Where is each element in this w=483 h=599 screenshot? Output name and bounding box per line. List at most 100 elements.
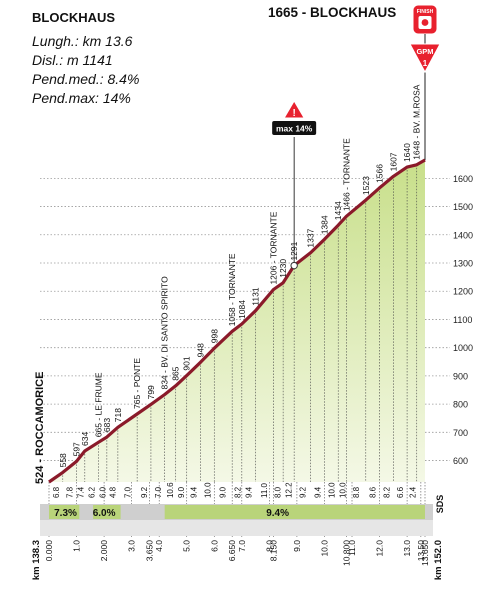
profile-area [49, 160, 425, 482]
profile-fill [49, 160, 425, 482]
y-tick-label: 1200 [453, 287, 473, 297]
km-tick-label: 13.50 [416, 540, 426, 562]
profile-label: 948 [196, 343, 206, 357]
segment-gradient: 9.0 [177, 486, 186, 498]
y-tick-label: 1000 [453, 343, 473, 353]
profile-label: 1337 [306, 228, 316, 247]
segment-gradient: 7.4 [77, 486, 86, 498]
segment-gradient: 9.2 [140, 486, 149, 498]
max-badge-label: max 14% [276, 124, 313, 134]
max-warning-glyph: ! [292, 108, 295, 119]
y-axis-labels: 600 700 800 900 1000 1100 1200 1300 1400 1500 1600 [453, 174, 473, 466]
profile-label: 998 [209, 329, 219, 343]
stat-average-gradient: Pend.med.: 8.4% [32, 71, 140, 87]
profile-label: 865 [171, 366, 181, 380]
segment-gradient: 2.4 [409, 486, 418, 498]
km-end-label: km 152.0 [433, 540, 444, 580]
segment-gradient: 8.2 [382, 486, 391, 498]
km-tick-label: 3.650 [145, 540, 155, 562]
profile-label: 1058 - TORNANTE [227, 253, 237, 326]
y-tick-label: 800 [453, 400, 468, 410]
km-tick-label: 7.0 [237, 540, 247, 552]
finish-badge-label: FINISH [417, 9, 434, 15]
segment-gradient: 10.0 [338, 482, 347, 498]
max-gradient-marker: ! max 14% [272, 100, 317, 270]
y-tick-label: 700 [453, 428, 468, 438]
gpm-badge: GPM 1 [409, 43, 441, 74]
sds-label: SDS [435, 495, 445, 514]
segment-gradient: 8.6 [369, 486, 378, 498]
profile-label: 834 - BV. DI SANTO SPIRITO [160, 276, 170, 390]
profile-label: 524 - ROCCAMORICE [34, 372, 46, 484]
segment-gradient: 11.0 [260, 482, 269, 498]
segment-gradient: 7.8 [66, 486, 75, 498]
finish-badge: FINISH [412, 4, 438, 35]
segment-gradient: 10.6 [166, 482, 175, 498]
summit-label: 1665 - BLOCKHAUS [268, 5, 397, 20]
km-tick-label: 1.0 [72, 540, 82, 552]
profile-label: 558 [58, 453, 68, 467]
profile-label: 1084 [237, 300, 247, 319]
segment-gradient: 7.0 [124, 486, 133, 498]
profile-label: 1466 - TORNANTE [341, 138, 351, 211]
segment-gradient: 12.2 [285, 482, 294, 498]
km-tick-label: 12.0 [375, 540, 385, 557]
segment-gradient: 8.0 [274, 486, 283, 498]
band-gradient-label: 7.3% [54, 508, 77, 519]
segment-gradient: 8.8 [352, 486, 361, 498]
km-tick-label: 3.0 [127, 540, 137, 552]
gpm-badge-label: GPM [416, 47, 433, 56]
segment-gradient: 7.0 [154, 486, 163, 498]
profile-label: 1131 [251, 287, 261, 306]
segment-gradient: 9.2 [298, 486, 307, 498]
segment-gradient: 10.0 [203, 482, 212, 498]
profile-label: 665 - LE FRUME [94, 372, 104, 437]
km-tick-label: 10.0 [319, 540, 329, 557]
segment-gradient: 9.4 [245, 486, 254, 498]
km-tick-label: 8.150 [268, 540, 278, 562]
y-tick-label: 1400 [453, 230, 473, 240]
band-gradient-label: 6.0% [93, 508, 116, 519]
profile-label: 799 [146, 385, 156, 399]
km-axis: 0.000 1.0 2.000 3.0 3.650 4.0 5.0 6.0 6.650 7.0 8.… [31, 540, 444, 580]
profile-label: 1648 - BV. M.ROSA [412, 84, 422, 160]
profile-label: 683 [102, 418, 112, 432]
band-gradient-label: 9.4% [266, 508, 289, 519]
km-tick-label: 8.0 [264, 540, 274, 552]
profile-label: 1434 [333, 201, 343, 220]
max-warning-icon [283, 100, 306, 119]
km-tick-label: 11.0 [347, 540, 357, 556]
y-tick-label: 1500 [453, 202, 473, 212]
profile-line-path [48, 158, 426, 484]
km-tick-label: 6.650 [227, 540, 237, 562]
y-tick-label: 1600 [453, 174, 473, 184]
band-highlight [49, 505, 80, 519]
y-tick-label: 600 [453, 456, 468, 466]
profile-label: 1566 [375, 164, 385, 183]
profile-label: 1230 [278, 259, 288, 278]
band-highlight [164, 505, 425, 519]
y-tick-label: 1100 [453, 315, 472, 325]
stat-elevation-gain: Disl.: m 1141 [32, 52, 113, 68]
km-tick-label: 5.0 [182, 540, 192, 552]
km-tick-label: 13.0 [402, 540, 412, 557]
profile-label: 1640 [402, 143, 412, 162]
km-tick-label: 0.000 [44, 540, 54, 562]
segment-gradient: 4.8 [108, 486, 117, 498]
segment-gradients: 6.8 7.8 7.4 6.2 6.0 4.8 7.0 9.2 7.0 10.6 9.0 9.4 10.… [52, 482, 418, 498]
max-badge [272, 121, 317, 135]
segment-gradient: 9.4 [190, 486, 199, 498]
profile-line [48, 158, 426, 484]
segment-gradient: 10.0 [327, 482, 336, 498]
profile-label: 765 - PONTE [132, 358, 142, 409]
segment-gradient: 9.4 [314, 486, 323, 498]
segment-gradient: 8.2 [234, 486, 243, 498]
km-tick-label: 9.0 [292, 540, 302, 552]
stat-max-gradient: Pend.max: 14% [32, 90, 131, 106]
segment-gradient: 6.6 [396, 486, 405, 498]
segment-gradient: 9.0 [219, 486, 228, 498]
km-tick-label: 4.0 [154, 540, 164, 552]
km-start-label: km 138.3 [31, 540, 42, 580]
segment-gradient: 6.8 [52, 486, 61, 498]
km-tick-label: 6.0 [209, 540, 219, 552]
